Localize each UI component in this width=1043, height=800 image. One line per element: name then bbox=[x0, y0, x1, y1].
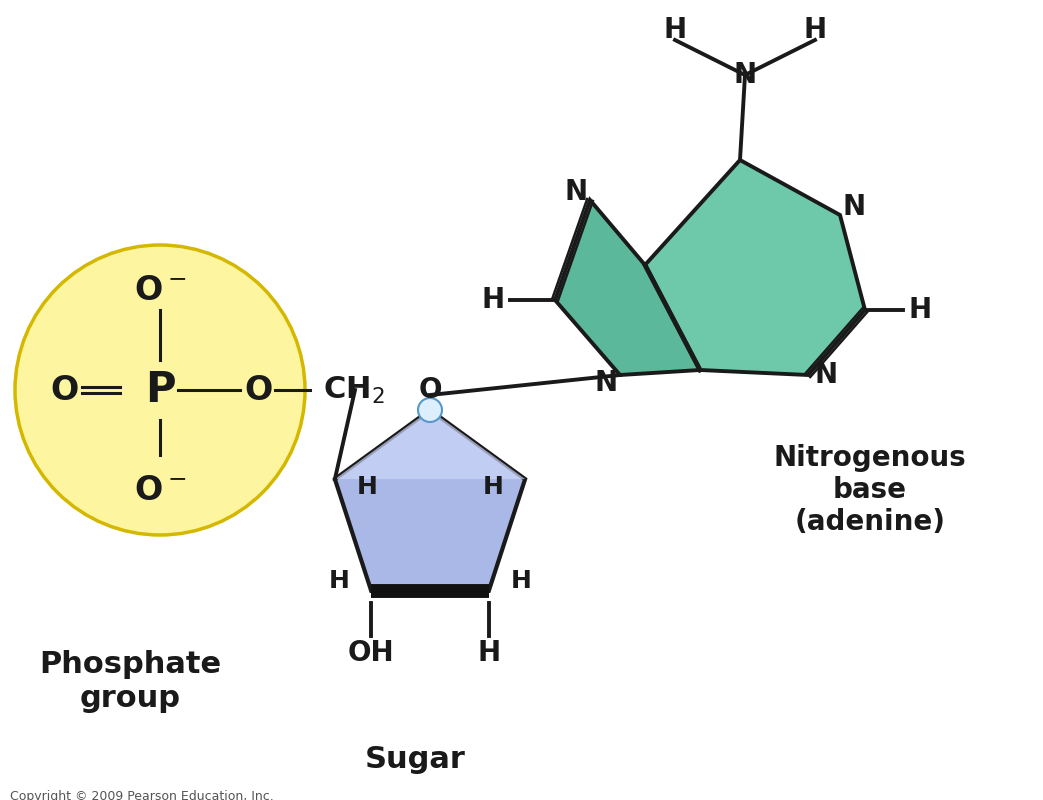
Text: O$^-$: O$^-$ bbox=[134, 274, 187, 306]
Text: O: O bbox=[418, 376, 442, 404]
Text: N: N bbox=[564, 178, 587, 206]
Text: H: H bbox=[908, 296, 931, 324]
Text: Sugar: Sugar bbox=[365, 745, 465, 774]
Text: H: H bbox=[483, 475, 504, 499]
Text: Nitrogenous
base
(adenine): Nitrogenous base (adenine) bbox=[774, 443, 967, 536]
Circle shape bbox=[15, 245, 305, 535]
Text: H: H bbox=[357, 475, 378, 499]
Polygon shape bbox=[335, 410, 525, 479]
Polygon shape bbox=[645, 160, 865, 375]
Text: Phosphate
group: Phosphate group bbox=[39, 650, 221, 713]
Text: H: H bbox=[510, 569, 531, 593]
Text: H: H bbox=[478, 639, 501, 667]
Text: H: H bbox=[803, 16, 826, 44]
Text: O$^-$: O$^-$ bbox=[134, 474, 187, 506]
Circle shape bbox=[418, 398, 442, 422]
Text: H: H bbox=[663, 16, 686, 44]
Text: N: N bbox=[595, 369, 617, 397]
Text: OH: OH bbox=[348, 639, 394, 667]
Text: H: H bbox=[482, 286, 505, 314]
Text: N: N bbox=[815, 361, 838, 389]
Text: H: H bbox=[329, 569, 349, 593]
Polygon shape bbox=[335, 410, 525, 591]
Text: O: O bbox=[244, 374, 272, 406]
Text: Copyright © 2009 Pearson Education, Inc.: Copyright © 2009 Pearson Education, Inc. bbox=[10, 790, 273, 800]
Text: O: O bbox=[51, 374, 79, 406]
Polygon shape bbox=[555, 200, 700, 375]
Text: CH$_2$: CH$_2$ bbox=[323, 374, 385, 406]
Text: N: N bbox=[843, 193, 866, 221]
Text: N: N bbox=[733, 61, 756, 89]
Text: P: P bbox=[145, 369, 175, 411]
